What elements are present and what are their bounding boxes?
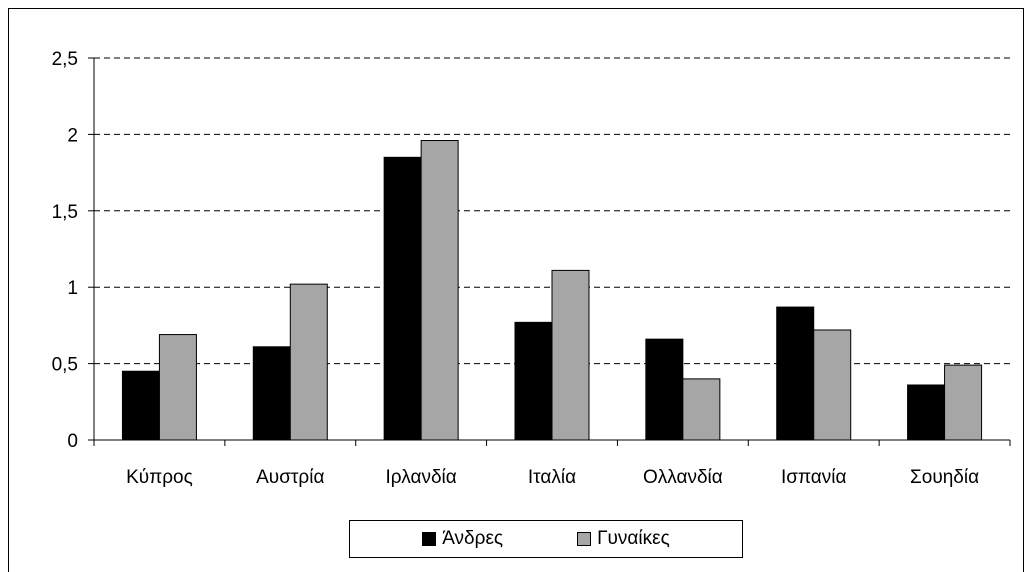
x-tick-label: Ολλανδία	[643, 467, 723, 488]
bar-women	[289, 283, 328, 441]
y-tick-label: 0	[67, 431, 78, 452]
y-tick-label: 2,5	[52, 49, 78, 70]
bar-women	[944, 364, 983, 441]
bar-men	[252, 346, 291, 441]
bar-women	[420, 140, 459, 441]
x-tick-label: Αυστρία	[256, 467, 324, 488]
bar-men	[514, 321, 553, 441]
bar-men	[907, 384, 946, 441]
bar-men	[121, 370, 160, 441]
legend-label-women: Γυναίκες	[597, 528, 670, 549]
chart-frame	[8, 8, 1024, 572]
legend-label-men: Άνδρες	[442, 528, 504, 549]
x-tick-label: Ιρλανδία	[386, 467, 457, 488]
legend: Άνδρες Γυναίκες	[349, 520, 743, 558]
legend-item-women: Γυναίκες	[577, 528, 670, 550]
bar-men	[645, 338, 684, 441]
bar-women	[813, 329, 852, 441]
x-tick-label: Ιταλία	[528, 467, 576, 488]
bar-women	[158, 334, 197, 441]
bar-men	[383, 156, 422, 441]
y-tick-label: 0,5	[52, 355, 78, 376]
y-tick-label: 1,5	[52, 202, 78, 223]
y-tick-label: 2	[67, 125, 78, 146]
y-tick-label: 1	[67, 278, 78, 299]
legend-item-men: Άνδρες	[422, 528, 503, 550]
x-tick-label: Κύπρος	[126, 467, 193, 488]
bar-women	[551, 269, 590, 441]
bar-women	[682, 378, 721, 441]
x-tick-label: Σουηδία	[910, 467, 979, 488]
legend-swatch-men	[422, 532, 437, 546]
legend-swatch-women	[577, 532, 592, 546]
bar-men	[776, 306, 815, 441]
x-tick-label: Ισπανία	[781, 467, 847, 488]
